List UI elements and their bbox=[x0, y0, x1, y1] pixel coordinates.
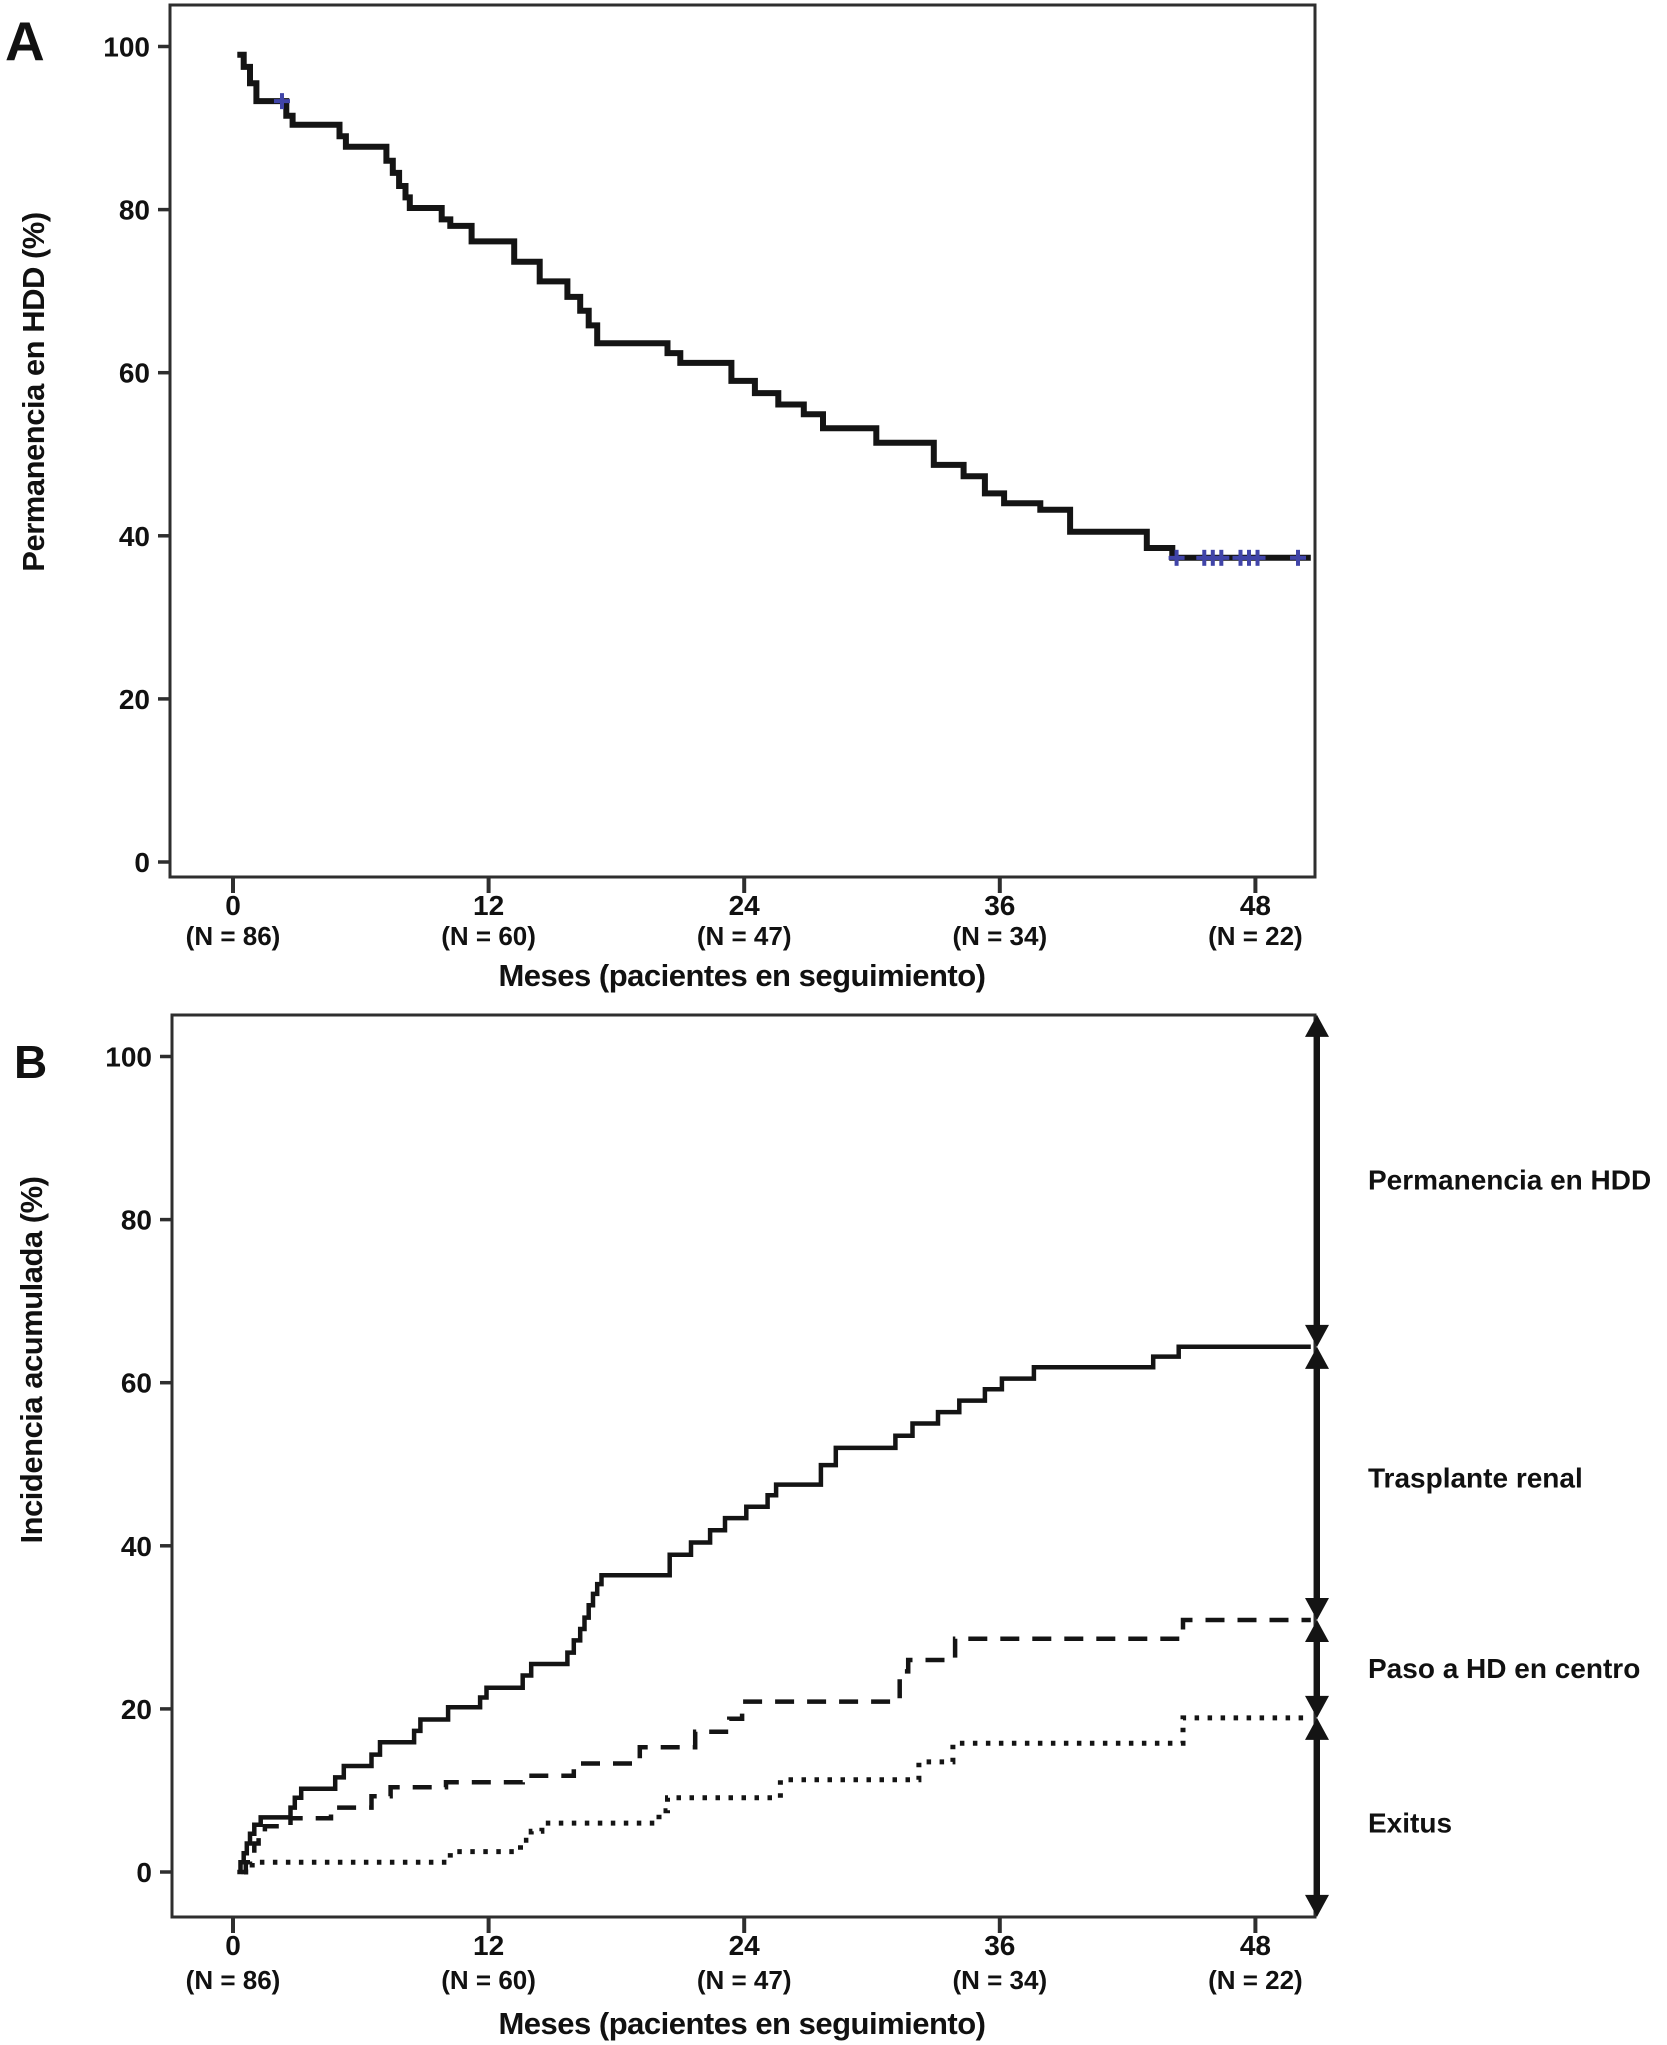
panel-a-x-tick-label: 0 bbox=[225, 890, 241, 921]
panel-b-x-tick-label: 12 bbox=[473, 1930, 504, 1961]
panel-a-x-tick-label: 12 bbox=[473, 890, 504, 921]
annotation-label: Permanencia en HDD bbox=[1368, 1165, 1651, 1196]
arrow-up-icon bbox=[1305, 1014, 1329, 1037]
panel-b-y-axis-title: Incidencia acumulada (%) bbox=[14, 1177, 49, 1544]
panel-b-n-at-risk-label: (N = 60) bbox=[441, 1965, 536, 1995]
arrow-down-icon bbox=[1305, 1695, 1329, 1718]
panel-b-x-tick-label: 48 bbox=[1240, 1930, 1271, 1961]
panel-a-x-tick-label: 24 bbox=[729, 890, 761, 921]
panel-b-curve-dotted bbox=[243, 1715, 1311, 1875]
panel-b-y-tick-label: 80 bbox=[121, 1205, 152, 1236]
panel-b-n-at-risk-label: (N = 47) bbox=[697, 1965, 792, 1995]
panel-a-y-tick-label: 40 bbox=[119, 521, 150, 552]
panel-a-n-at-risk-label: (N = 86) bbox=[186, 921, 281, 951]
panel-b-y-tick-label: 40 bbox=[121, 1531, 152, 1562]
panel-a-y-tick-label: 20 bbox=[119, 684, 150, 715]
arrow-up-icon bbox=[1305, 1620, 1329, 1643]
panel-a-x-tick-label: 36 bbox=[984, 890, 1015, 921]
panel-a-label: A bbox=[5, 10, 45, 72]
annotation-label: Trasplante renal bbox=[1368, 1462, 1583, 1493]
panel-a-y-tick-label: 60 bbox=[119, 358, 150, 389]
panel-a-y-tick-label: 0 bbox=[134, 847, 150, 878]
panel-a-n-at-risk-label: (N = 22) bbox=[1208, 921, 1303, 951]
panel-b-x-tick-label: 36 bbox=[984, 1930, 1015, 1961]
arrow-down-icon bbox=[1305, 1598, 1329, 1621]
panel-b-n-at-risk-label: (N = 22) bbox=[1208, 1965, 1303, 1995]
annotation-label: Exitus bbox=[1368, 1807, 1452, 1838]
panel-b-y-tick-label: 100 bbox=[105, 1042, 152, 1073]
arrow-up-icon bbox=[1305, 1717, 1329, 1740]
arrow-up-icon bbox=[1305, 1346, 1329, 1369]
arrow-down-icon bbox=[1305, 1894, 1329, 1917]
panel-a-n-at-risk-label: (N = 47) bbox=[697, 921, 792, 951]
panel-b-plot-frame bbox=[170, 1013, 1317, 1919]
panel-b-y-tick-label: 0 bbox=[136, 1857, 152, 1888]
annotation-label: Paso a HD en centro bbox=[1368, 1653, 1640, 1684]
arrow-down-icon bbox=[1305, 1324, 1329, 1347]
panel-a-n-at-risk-label: (N = 34) bbox=[952, 921, 1047, 951]
panel-a-y-tick-label: 100 bbox=[103, 32, 150, 63]
panel-b-x-tick-label: 24 bbox=[729, 1930, 761, 1961]
panel-a-x-axis-title: Meses (pacientes en seguimiento) bbox=[498, 958, 985, 993]
panel-b-plot: 0 20 40 60 80 100 0 (N = 86) 12 (N = 60) 24 (N = 47… bbox=[105, 1013, 1651, 1995]
panel-b-label: B bbox=[14, 1036, 47, 1088]
panel-a-y-axis-title: Permanencia en HDD (%) bbox=[16, 212, 51, 571]
panel-b-y-tick-label: 60 bbox=[121, 1368, 152, 1399]
panel-b-curve-dashed bbox=[241, 1617, 1311, 1875]
panel-b-n-at-risk-label: (N = 86) bbox=[186, 1965, 281, 1995]
panel-b-y-tick-label: 20 bbox=[121, 1694, 152, 1725]
panel-a-x-tick-label: 48 bbox=[1240, 890, 1271, 921]
panel-b-x-axis-title: Meses (pacientes en seguimiento) bbox=[498, 2006, 985, 2041]
panel-a-n-at-risk-label: (N = 60) bbox=[441, 921, 536, 951]
panel-a-y-tick-label: 80 bbox=[119, 195, 150, 226]
panel-a-curve-solid bbox=[237, 51, 1311, 561]
panel-b-n-at-risk-label: (N = 34) bbox=[952, 1965, 1047, 1995]
panel-b-curve-solid bbox=[237, 1344, 1311, 1875]
panel-b-x-tick-label: 0 bbox=[225, 1930, 241, 1961]
